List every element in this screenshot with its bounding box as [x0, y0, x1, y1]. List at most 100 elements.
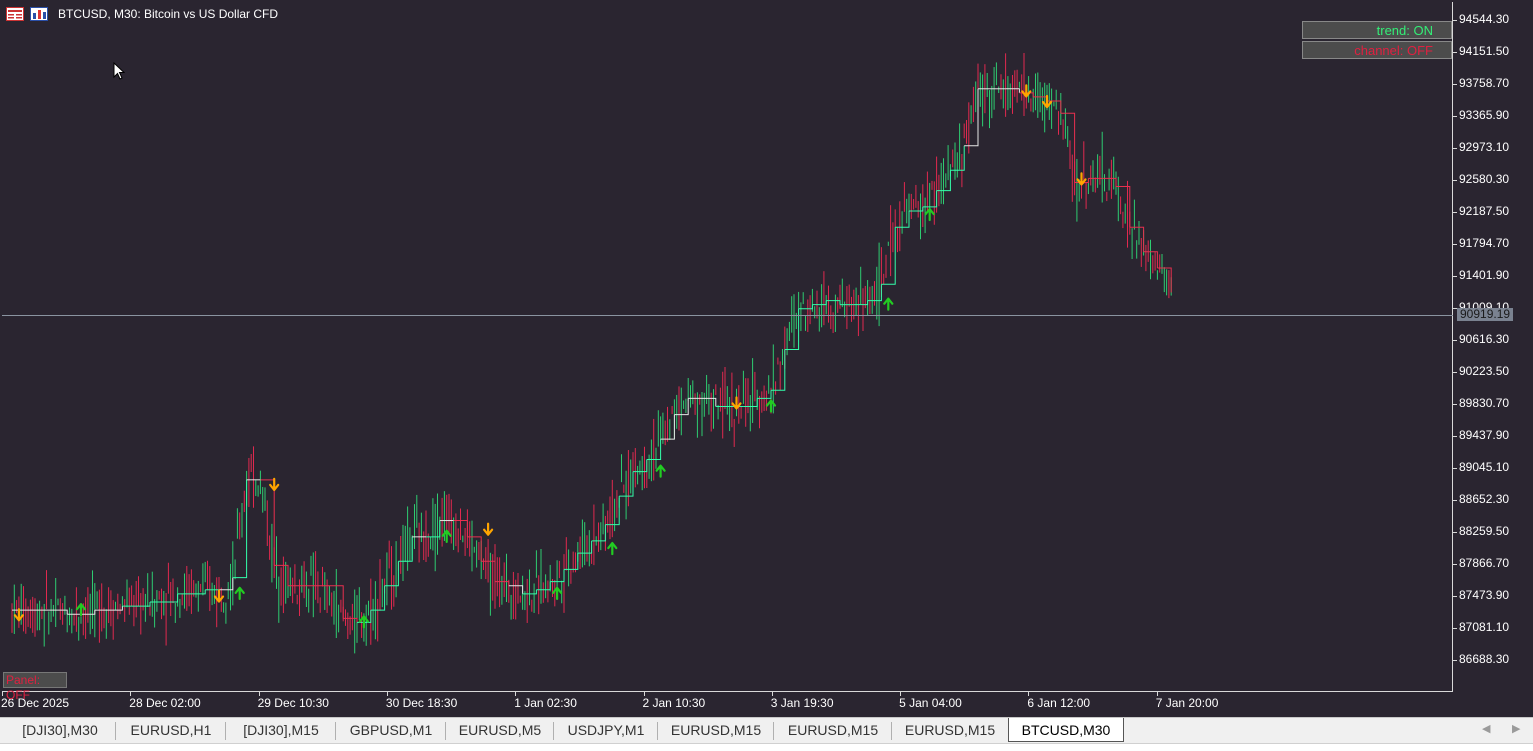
buy-signal-arrow-icon	[234, 586, 245, 600]
buy-signal-arrow-icon	[883, 297, 894, 311]
time-axis-label: 6 Jan 12:00	[1027, 696, 1091, 710]
candles-group	[11, 53, 1172, 654]
time-axis-tick	[771, 692, 773, 696]
tab-scroll-left-icon[interactable]: ◀	[1482, 722, 1491, 735]
trend-line-segment	[495, 581, 510, 586]
price-axis-tick	[1453, 500, 1457, 501]
time-axis-tick	[1156, 692, 1158, 696]
price-axis-tick	[1453, 276, 1457, 277]
time-axis-label: 2 Jan 10:30	[642, 696, 706, 710]
price-chart[interactable]	[2, 2, 1453, 692]
sell-signal-arrow-icon	[269, 477, 280, 491]
chart-title-bar: BTCUSD, M30: Bitcoin vs US Dollar CFD	[6, 5, 278, 23]
price-axis-label: 87081.10	[1459, 620, 1510, 634]
time-axis-label: 26 Dec 2025	[1, 696, 70, 710]
tab-separator	[445, 722, 446, 740]
time-axis-tick	[1028, 692, 1030, 696]
time-axis-tick	[130, 692, 132, 696]
trend-line-segment	[564, 553, 579, 570]
chart-window[interactable]: BTCUSD, M30: Bitcoin vs US Dollar CFD 94…	[0, 0, 1533, 717]
tab-eurusd-m15[interactable]: EURUSD,M15	[670, 722, 762, 738]
trend-line-segment	[757, 390, 772, 399]
trend-line-segment	[67, 610, 96, 615]
trend-line-segment	[177, 589, 206, 595]
trend-line-segment	[577, 540, 593, 554]
price-axis-tick	[1453, 116, 1457, 117]
price-axis-tick	[1453, 468, 1457, 469]
panel-toggle-button[interactable]: Panel: OFF	[3, 672, 67, 702]
panel-toggle-label: Panel: OFF	[6, 673, 41, 702]
chart-window-menu-icon[interactable]	[6, 7, 24, 21]
price-axis-label: 91401.90	[1459, 268, 1510, 282]
price-axis[interactable]: 94544.30 94151.50 93758.70 93365.90 92973.10…	[1453, 0, 1533, 692]
channel-toggle-button[interactable]: channel: OFF	[1302, 41, 1452, 59]
tab-eurusd-h1[interactable]: EURUSD,H1	[130, 722, 212, 738]
price-axis-label: 93758.70	[1459, 76, 1510, 90]
trend-line-segment	[646, 439, 662, 460]
sell-signal-arrow-icon	[13, 608, 24, 622]
sell-signal-arrow-icon	[1076, 172, 1087, 186]
trend-line-segment	[743, 398, 758, 408]
trend-line-segment	[453, 520, 468, 537]
tab-separator	[891, 722, 892, 740]
tab-separator	[225, 722, 226, 740]
trend-line-segment	[357, 610, 372, 623]
tab-separator	[657, 722, 658, 740]
plot-area[interactable]	[2, 2, 1453, 692]
price-axis-tick	[1453, 532, 1457, 533]
tab-gbpusd-m1[interactable]: GBPUSD,M1	[349, 722, 433, 738]
trend-line-segment	[964, 88, 979, 147]
trend-line-segment	[274, 564, 289, 586]
time-axis-tick	[900, 692, 902, 696]
price-axis-label: 86688.30	[1459, 652, 1510, 666]
time-axis[interactable]: 26 Dec 2025 28 Dec 02:00 29 Dec 10:30 30 De…	[0, 692, 1453, 717]
price-axis-label: 89437.90	[1459, 428, 1510, 442]
current-price-line	[2, 315, 1453, 317]
price-axis-tick	[1453, 148, 1457, 149]
trend-line-segment	[619, 471, 634, 497]
tab-separator	[553, 722, 554, 740]
trend-line-segment	[784, 308, 800, 350]
price-axis-label: 91794.70	[1459, 236, 1510, 250]
trend-line-segment	[660, 414, 675, 440]
price-axis-label: 87866.70	[1459, 556, 1510, 570]
trend-line-segment	[674, 398, 689, 416]
tab-usdjpy-m1[interactable]: USDJPY,M1	[567, 722, 645, 738]
sell-signal-arrow-icon	[1041, 94, 1053, 109]
trend-line-segment	[826, 300, 841, 305]
tab--dji30-m15[interactable]: [DJI30],M15	[243, 722, 319, 738]
status-strip	[0, 743, 1533, 751]
tab-eurusd-m5[interactable]: EURUSD,M5	[458, 722, 542, 738]
trend-line-segment	[881, 227, 896, 285]
trend-line-segment	[219, 577, 234, 591]
price-axis-label: 88652.30	[1459, 492, 1510, 506]
tab-eurusd-m15[interactable]: EURUSD,M15	[787, 722, 879, 738]
price-axis-label: 92973.10	[1459, 140, 1510, 154]
trend-toggle-button[interactable]: trend: ON	[1302, 21, 1452, 39]
trend-line-segment	[94, 606, 123, 611]
tab--dji30-m30[interactable]: [DJI30],M30	[22, 722, 98, 738]
price-axis-tick	[1453, 404, 1457, 405]
time-axis-label: 5 Jan 04:00	[899, 696, 962, 710]
trend-line-segment	[936, 170, 951, 192]
trend-line-segment	[232, 479, 248, 579]
tab-eurusd-m15[interactable]: EURUSD,M15	[904, 722, 996, 738]
trend-line-segment	[315, 585, 344, 619]
current-price-label: 90919.19	[1457, 308, 1514, 322]
trend-line-segment	[1005, 88, 1020, 93]
time-axis-label: 28 Dec 02:00	[129, 696, 201, 710]
price-axis-tick	[1453, 20, 1457, 21]
trend-line-segment	[771, 349, 786, 391]
trend-line-segment	[922, 190, 938, 208]
trend-line-segment	[508, 585, 524, 594]
price-axis-label: 92580.30	[1459, 172, 1510, 186]
tab-scroll-right-icon[interactable]: ▶	[1512, 722, 1521, 735]
price-axis-label: 88259.50	[1459, 524, 1510, 538]
price-axis-label: 87473.90	[1459, 588, 1510, 602]
tab-btcusd-m30[interactable]: BTCUSD,M30	[1008, 718, 1124, 742]
channel-toggle-label: channel: OFF	[1354, 43, 1433, 58]
time-axis-label: 1 Jan 02:30	[514, 696, 577, 710]
buy-signal-arrow-icon	[765, 399, 777, 413]
price-axis-tick	[1453, 212, 1457, 213]
buy-signal-arrow-icon	[358, 615, 369, 629]
